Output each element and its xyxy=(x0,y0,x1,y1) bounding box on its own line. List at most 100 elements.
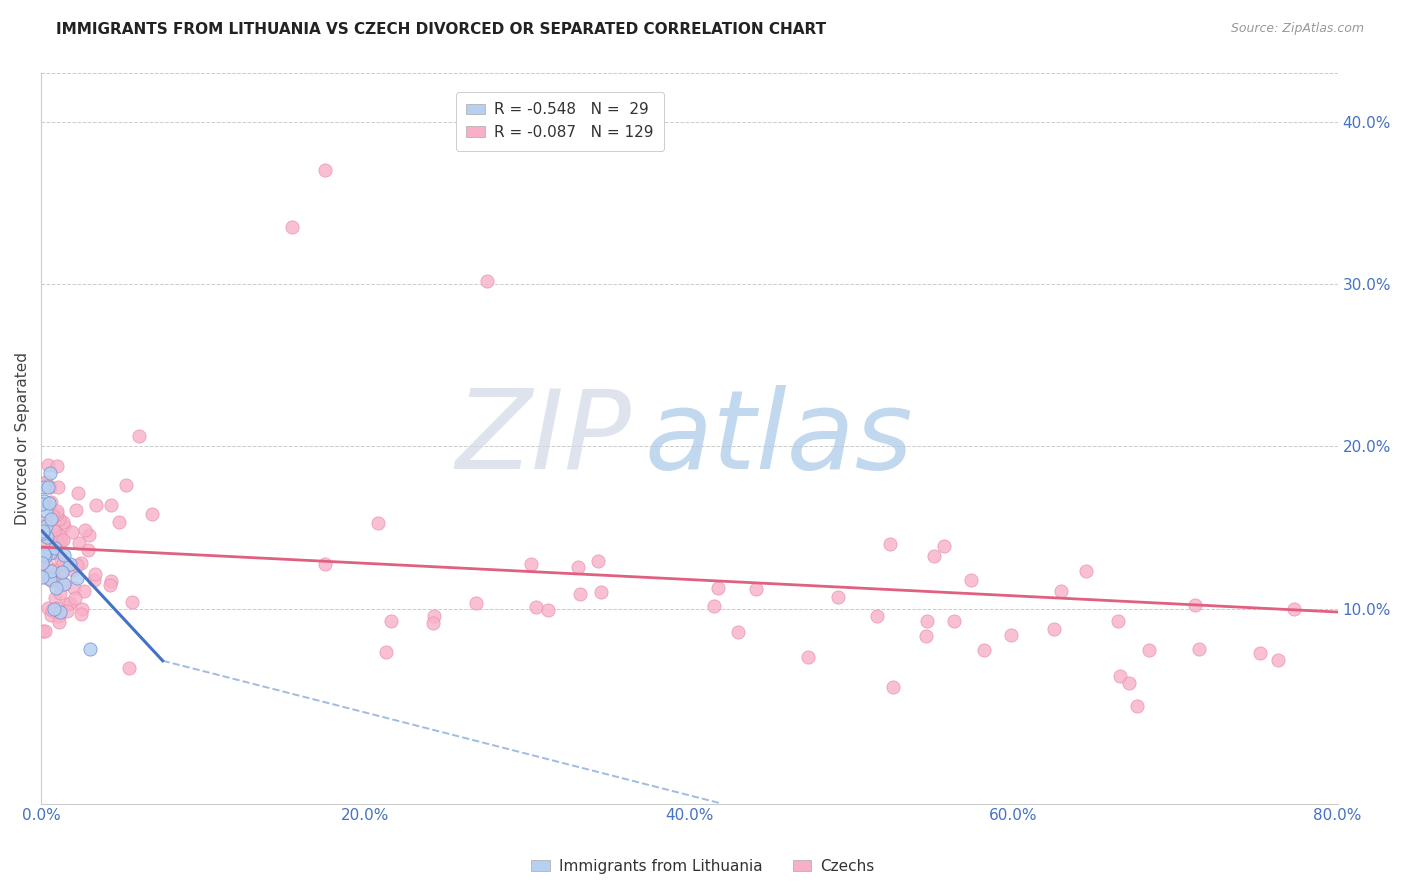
Point xyxy=(588,554,610,568)
Point xyxy=(827,590,849,604)
Point xyxy=(46,459,69,474)
Point xyxy=(31,570,53,584)
Point xyxy=(73,523,96,537)
Point xyxy=(48,567,70,582)
Point xyxy=(568,587,591,601)
Point xyxy=(882,680,904,694)
Point xyxy=(39,512,62,526)
Point xyxy=(39,565,62,579)
Point xyxy=(46,535,69,549)
Point xyxy=(31,497,53,511)
Point xyxy=(38,542,60,557)
Point xyxy=(108,515,131,529)
Point xyxy=(128,429,150,443)
Point xyxy=(76,542,98,557)
Point xyxy=(879,537,901,551)
Point xyxy=(69,556,91,570)
Point xyxy=(520,557,543,571)
Point xyxy=(37,530,59,544)
Point xyxy=(83,567,105,582)
Point xyxy=(70,601,93,615)
Point xyxy=(52,515,75,529)
Point xyxy=(380,614,402,628)
Point xyxy=(567,560,589,574)
Point xyxy=(56,604,79,618)
Point xyxy=(32,547,55,561)
Point xyxy=(41,603,63,617)
Point xyxy=(32,536,55,550)
Point xyxy=(48,615,70,629)
Point xyxy=(44,591,66,605)
Text: IMMIGRANTS FROM LITHUANIA VS CZECH DIVORCED OR SEPARATED CORRELATION CHART: IMMIGRANTS FROM LITHUANIA VS CZECH DIVOR… xyxy=(56,22,827,37)
Point xyxy=(100,498,122,512)
Point xyxy=(32,516,55,531)
Point xyxy=(83,573,105,587)
Point xyxy=(367,516,389,530)
Point xyxy=(48,512,70,526)
Point xyxy=(797,650,820,665)
Point xyxy=(49,529,72,543)
Point xyxy=(915,614,938,628)
Point xyxy=(959,573,981,587)
Point xyxy=(34,565,56,579)
Point xyxy=(65,571,87,585)
Point xyxy=(52,519,75,533)
Point xyxy=(48,536,70,550)
Point xyxy=(35,519,58,533)
Point xyxy=(49,575,72,590)
Point xyxy=(932,539,955,553)
Point xyxy=(32,494,55,508)
Point xyxy=(56,598,79,612)
Point xyxy=(38,546,60,560)
Point xyxy=(866,609,889,624)
Point xyxy=(943,614,966,628)
Point xyxy=(706,581,728,595)
Text: Source: ZipAtlas.com: Source: ZipAtlas.com xyxy=(1230,22,1364,36)
Point xyxy=(422,616,444,631)
Point xyxy=(1184,599,1206,613)
Point xyxy=(34,549,56,563)
Point xyxy=(45,601,67,615)
Point xyxy=(59,596,82,610)
Point xyxy=(423,609,446,624)
Point xyxy=(51,564,73,578)
Point xyxy=(84,498,107,512)
Text: atlas: atlas xyxy=(644,384,912,491)
Point xyxy=(727,624,749,639)
Point xyxy=(524,600,547,615)
Point xyxy=(1188,641,1211,656)
Point xyxy=(45,581,67,595)
Point xyxy=(117,661,139,675)
Point xyxy=(41,508,63,523)
Point xyxy=(42,524,65,538)
Point xyxy=(49,605,72,619)
Point xyxy=(44,544,66,558)
Point xyxy=(32,475,55,490)
Point xyxy=(100,574,122,588)
Point xyxy=(79,642,101,657)
Legend: Immigrants from Lithuania, Czechs: Immigrants from Lithuania, Czechs xyxy=(526,853,880,880)
Point xyxy=(38,560,60,574)
Point xyxy=(98,578,121,592)
Point xyxy=(31,556,53,570)
Point xyxy=(44,571,66,585)
Text: ZIP: ZIP xyxy=(456,384,631,491)
Point xyxy=(52,557,75,571)
Point xyxy=(49,586,72,600)
Point xyxy=(39,480,62,494)
Point xyxy=(39,466,62,480)
Point xyxy=(69,607,91,621)
Point xyxy=(114,477,136,491)
Point xyxy=(1126,699,1149,714)
Point xyxy=(38,496,60,510)
Point xyxy=(1076,564,1098,578)
Point xyxy=(465,596,488,610)
Point xyxy=(45,507,67,521)
Point xyxy=(31,526,53,541)
Point xyxy=(973,643,995,657)
Point xyxy=(67,536,90,550)
Point xyxy=(32,524,55,538)
Point xyxy=(51,565,73,579)
Point xyxy=(41,546,63,560)
Point xyxy=(31,624,53,638)
